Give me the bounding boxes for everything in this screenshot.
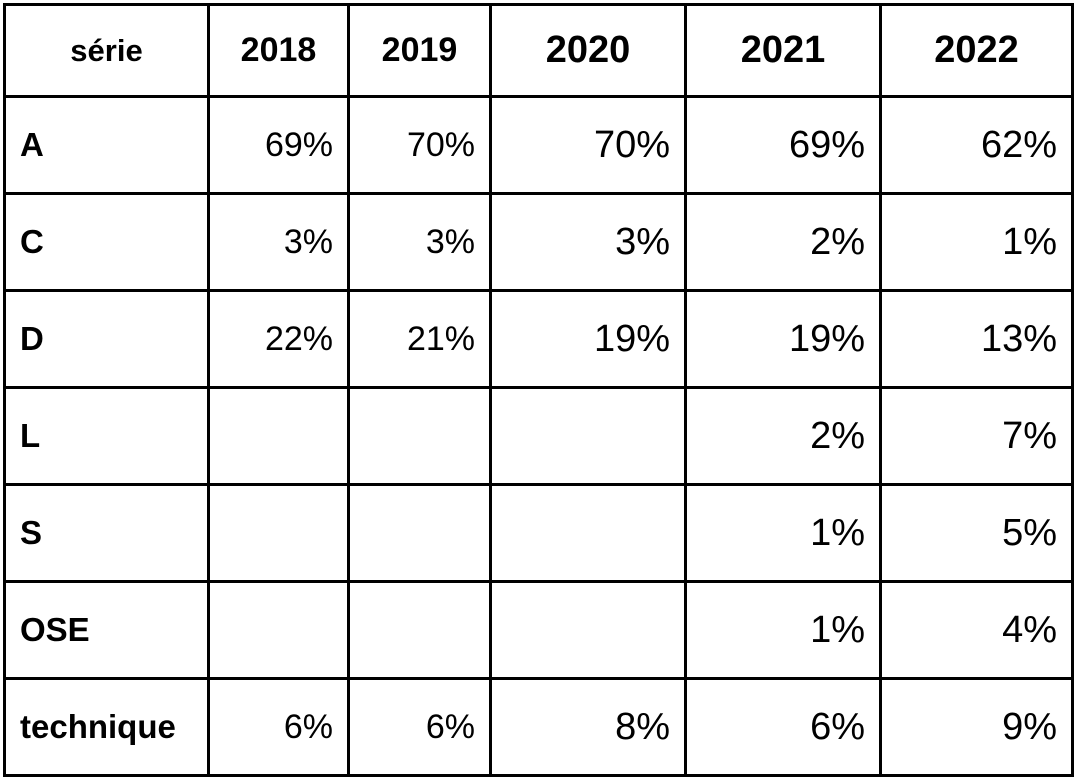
cell-2022: 1%	[879, 192, 1074, 292]
cell-2022: 4%	[879, 580, 1074, 680]
cell-2019: 3%	[347, 192, 492, 292]
cell-2019	[347, 580, 492, 680]
cell-2019: 21%	[347, 289, 492, 389]
cell-2020	[489, 483, 687, 583]
cell-2020: 70%	[489, 95, 687, 195]
cell-2021: 1%	[684, 580, 882, 680]
cell-2018: 3%	[207, 192, 350, 292]
cell-2019	[347, 386, 492, 486]
header-2019: 2019	[347, 3, 492, 98]
row-label: technique	[3, 677, 210, 777]
row-label: OSE	[3, 580, 210, 680]
series-percentage-table: série 2018 2019 2020 2021 2022 A 69% 70%…	[3, 3, 1074, 777]
header-2021: 2021	[684, 3, 882, 98]
cell-2019: 70%	[347, 95, 492, 195]
header-2022: 2022	[879, 3, 1074, 98]
table-row: OSE 1% 4%	[3, 580, 1074, 680]
cell-2018: 69%	[207, 95, 350, 195]
header-2018: 2018	[207, 3, 350, 98]
cell-2021: 2%	[684, 386, 882, 486]
cell-2022: 9%	[879, 677, 1074, 777]
table-row: technique 6% 6% 8% 6% 9%	[3, 677, 1074, 777]
cell-2018	[207, 580, 350, 680]
cell-2020	[489, 386, 687, 486]
header-serie: série	[3, 3, 210, 98]
table-row: D 22% 21% 19% 19% 13%	[3, 289, 1074, 389]
cell-2020: 3%	[489, 192, 687, 292]
cell-2021: 6%	[684, 677, 882, 777]
cell-2020	[489, 580, 687, 680]
row-label: A	[3, 95, 210, 195]
cell-2019: 6%	[347, 677, 492, 777]
cell-2021: 2%	[684, 192, 882, 292]
cell-2022: 5%	[879, 483, 1074, 583]
cell-2021: 19%	[684, 289, 882, 389]
cell-2022: 13%	[879, 289, 1074, 389]
cell-2021: 69%	[684, 95, 882, 195]
cell-2018	[207, 483, 350, 583]
table-row: L 2% 7%	[3, 386, 1074, 486]
cell-2019	[347, 483, 492, 583]
row-label: L	[3, 386, 210, 486]
row-label: C	[3, 192, 210, 292]
cell-2018	[207, 386, 350, 486]
cell-2018: 6%	[207, 677, 350, 777]
cell-2022: 7%	[879, 386, 1074, 486]
cell-2020: 8%	[489, 677, 687, 777]
cell-2021: 1%	[684, 483, 882, 583]
table-row: A 69% 70% 70% 69% 62%	[3, 95, 1074, 195]
row-label: S	[3, 483, 210, 583]
cell-2022: 62%	[879, 95, 1074, 195]
row-label: D	[3, 289, 210, 389]
cell-2018: 22%	[207, 289, 350, 389]
cell-2020: 19%	[489, 289, 687, 389]
table-row: S 1% 5%	[3, 483, 1074, 583]
table-row: C 3% 3% 3% 2% 1%	[3, 192, 1074, 292]
header-row: série 2018 2019 2020 2021 2022	[3, 3, 1074, 98]
header-2020: 2020	[489, 3, 687, 98]
